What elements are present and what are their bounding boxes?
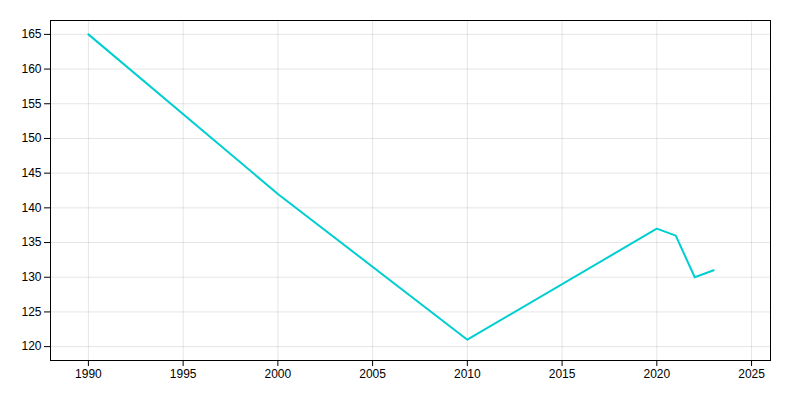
svg-text:160: 160 bbox=[21, 62, 41, 76]
svg-text:130: 130 bbox=[21, 270, 41, 284]
svg-text:135: 135 bbox=[21, 235, 41, 249]
svg-text:140: 140 bbox=[21, 201, 41, 215]
svg-text:120: 120 bbox=[21, 339, 41, 353]
svg-text:150: 150 bbox=[21, 131, 41, 145]
svg-text:2025: 2025 bbox=[738, 367, 765, 381]
svg-text:2015: 2015 bbox=[549, 367, 576, 381]
svg-text:2005: 2005 bbox=[359, 367, 386, 381]
svg-text:125: 125 bbox=[21, 305, 41, 319]
svg-text:2020: 2020 bbox=[643, 367, 670, 381]
svg-text:2010: 2010 bbox=[454, 367, 481, 381]
svg-text:165: 165 bbox=[21, 27, 41, 41]
svg-text:2000: 2000 bbox=[265, 367, 292, 381]
svg-text:1995: 1995 bbox=[170, 367, 197, 381]
svg-text:145: 145 bbox=[21, 166, 41, 180]
svg-text:155: 155 bbox=[21, 97, 41, 111]
svg-text:1990: 1990 bbox=[75, 367, 102, 381]
